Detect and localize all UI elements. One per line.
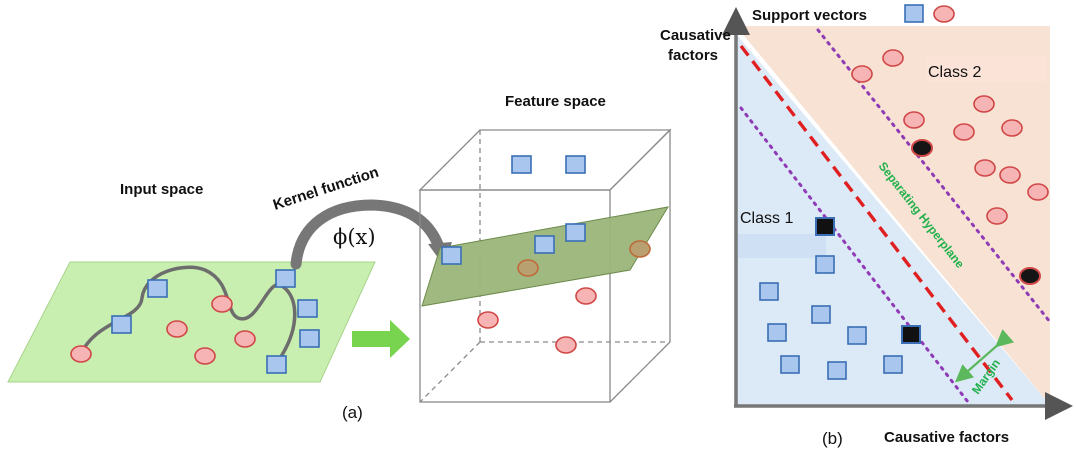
class1-square xyxy=(767,323,787,342)
class2-circle xyxy=(903,111,925,129)
feature-space-plane xyxy=(421,206,669,307)
feature-square xyxy=(441,246,462,265)
input-space-label: Input space xyxy=(120,181,203,198)
legend-circle xyxy=(933,5,955,23)
margin-line-lower xyxy=(739,106,970,404)
class1-square xyxy=(811,305,831,324)
class2-region xyxy=(736,26,1050,405)
feature-circle xyxy=(477,311,499,329)
feature-circle-on-plane xyxy=(629,240,651,258)
class1-label-highlight xyxy=(736,234,826,258)
input-circle xyxy=(234,330,256,348)
input-square xyxy=(147,279,168,298)
input-square xyxy=(299,329,320,348)
panel-b: Support vectors Causative factors Causat… xyxy=(660,4,1073,448)
legend-square xyxy=(904,4,924,23)
margin-arrow xyxy=(955,329,1015,383)
class2-circles xyxy=(851,49,1049,285)
feature-circle xyxy=(575,287,597,305)
input-square xyxy=(266,355,287,374)
class2-circle xyxy=(1001,119,1023,137)
class2-circle xyxy=(974,159,996,177)
y-axis-label-line1: Causative xyxy=(660,27,731,44)
class2-label: Class 2 xyxy=(928,64,981,81)
class2-circle xyxy=(999,166,1021,184)
transform-arrow xyxy=(352,320,410,358)
class2-circle xyxy=(973,95,995,113)
class1-support-vector xyxy=(901,325,921,344)
feature-class2-circles xyxy=(477,240,651,354)
class2-circle xyxy=(953,123,975,141)
input-square xyxy=(275,269,296,288)
class2-label-highlight xyxy=(926,56,1046,82)
class2-circle xyxy=(1027,183,1049,201)
class1-square xyxy=(780,355,800,374)
class1-square xyxy=(827,361,847,380)
margin-line-upper xyxy=(816,28,1052,324)
feature-square xyxy=(534,235,555,254)
class2-circle xyxy=(986,207,1008,225)
support-vectors-label: Support vectors xyxy=(752,7,867,24)
phi-label: ϕ(x) xyxy=(333,225,376,249)
feature-class1-squares xyxy=(441,155,586,265)
input-square xyxy=(297,299,318,318)
x-axis-label: Causative factors xyxy=(884,429,1009,446)
caption-a: (a) xyxy=(342,403,363,422)
class2-circle xyxy=(882,49,904,67)
input-space-plane xyxy=(7,261,376,383)
panel-a: Input space Kernel function ϕ(x) xyxy=(7,93,672,422)
input-square xyxy=(111,315,132,334)
class1-squares xyxy=(759,217,921,380)
class2-circle xyxy=(851,65,873,83)
feature-square xyxy=(565,155,586,174)
feature-square xyxy=(511,155,532,174)
class2-support-vector xyxy=(911,139,933,157)
feature-circle xyxy=(555,336,577,354)
feature-square xyxy=(565,223,586,242)
feature-space-label: Feature space xyxy=(505,93,606,110)
class1-label: Class 1 xyxy=(740,210,793,227)
input-circle xyxy=(211,295,233,313)
class1-square xyxy=(815,255,835,274)
input-class2-circles xyxy=(70,295,256,365)
class2-support-vector xyxy=(1019,267,1041,285)
feature-circle-on-plane xyxy=(517,259,539,277)
class1-square xyxy=(847,326,867,345)
input-class1-squares xyxy=(111,269,320,374)
class1-square xyxy=(883,355,903,374)
input-circle xyxy=(70,345,92,363)
class1-support-vector xyxy=(815,217,835,236)
kernel-arrow xyxy=(290,199,446,270)
caption-b: (b) xyxy=(822,429,843,448)
input-circle xyxy=(194,347,216,365)
input-circle xyxy=(166,320,188,338)
class1-square xyxy=(759,282,779,301)
y-axis-label-line2: factors xyxy=(668,47,718,64)
